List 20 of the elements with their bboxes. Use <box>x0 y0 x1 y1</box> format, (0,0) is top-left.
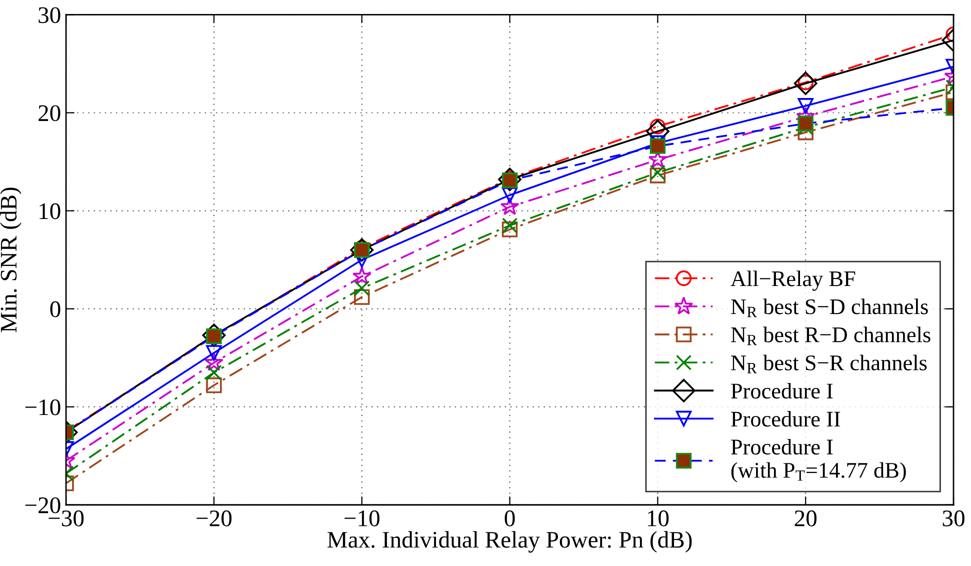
x-tick-label: 10 <box>648 510 669 526</box>
x-tick-label: 30 <box>942 510 964 526</box>
legend-label: Procedure I (with P$_{T}$=14.77 dB) <box>731 438 906 482</box>
y-tick-label: −10 <box>25 399 60 416</box>
x-tick-label: −20 <box>196 510 232 526</box>
y-tick-label: 0 <box>50 301 60 318</box>
legend-label: Procedure I <box>731 382 833 399</box>
legend-label: Procedure II <box>731 411 840 427</box>
y-tick-label: 20 <box>38 105 60 122</box>
x-tick-label: 20 <box>794 510 817 526</box>
legend-label: N$_{R}$ best R−D channels <box>731 326 930 346</box>
x-axis-title: Max. Individual Relay Power: Pn (dB) <box>327 531 692 553</box>
y-axis-title: Min. SNR (dB) <box>0 188 22 332</box>
legend-label: N$_{R}$ best S−R channels <box>731 354 927 374</box>
legend-label: N$_{R}$ best S−D channels <box>731 298 928 318</box>
y-tick-label: 30 <box>38 7 60 24</box>
y-tick-label: 10 <box>40 203 60 220</box>
x-tick-label: 0 <box>504 510 515 526</box>
legend-label: All−Relay BF <box>730 270 856 291</box>
x-tick-label: −10 <box>344 510 380 526</box>
